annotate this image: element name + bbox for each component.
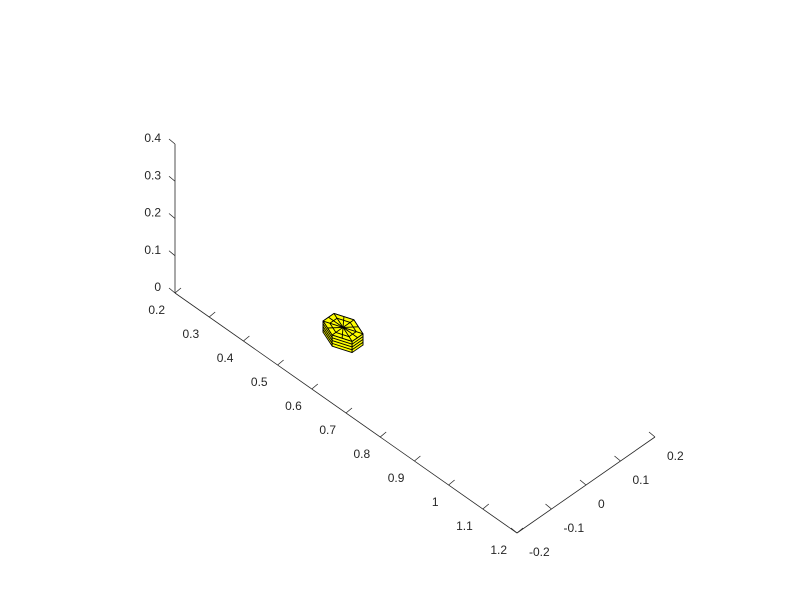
object-spoke-line	[333, 313, 344, 328]
x-tick-mark	[516, 527, 524, 534]
y-tick-mark	[510, 527, 518, 534]
x-tick-label: 0.8	[354, 447, 371, 461]
object-mesh-line	[332, 340, 353, 348]
z-tick-label: 0	[154, 280, 161, 294]
x-tick-label: 1.1	[456, 519, 473, 533]
object-mesh-line	[351, 341, 364, 351]
x-tick-mark	[448, 479, 455, 486]
x-tick-mark	[482, 503, 490, 510]
x-tick-label: 1.2	[490, 543, 507, 557]
z-tick-mark	[168, 138, 176, 145]
y-tick-mark	[614, 455, 621, 462]
z-tick-mark	[168, 250, 176, 257]
x-tick-label: 0.4	[217, 351, 234, 365]
x-tick-mark	[208, 311, 216, 318]
object-mesh-line	[322, 326, 333, 341]
object-spoke-line	[341, 327, 344, 339]
y-tick-mark	[579, 479, 587, 486]
z-tick-label: 0.3	[144, 168, 161, 182]
z-tick-mark	[168, 213, 176, 219]
object-spoke-line	[328, 316, 344, 328]
object-mesh-line	[351, 339, 364, 348]
y-tick-label: 0	[598, 497, 605, 511]
object-mesh-line	[322, 329, 333, 344]
x-tick-mark	[243, 335, 250, 342]
y-tick-label: -0.2	[529, 545, 550, 559]
object-spoke-line	[342, 327, 358, 338]
y-tick-label: 0.2	[667, 449, 684, 463]
z-tick-label: 0.4	[144, 131, 161, 145]
x-tick-label: 0.9	[388, 471, 405, 485]
surface-object	[322, 313, 364, 354]
object-mesh-line	[322, 323, 333, 339]
y-tick-mark	[545, 503, 552, 510]
x-tick-label: 0.2	[148, 303, 165, 317]
z-tick-label: 0.2	[144, 206, 161, 220]
x-tick-label: 0.3	[183, 327, 200, 341]
y-tick-mark	[648, 431, 656, 438]
x-tick-mark	[379, 431, 387, 438]
z-tick-label: 0.1	[144, 243, 161, 257]
y-tick-label: 0.1	[633, 473, 650, 487]
object-spoke-line	[342, 326, 364, 335]
x-tick-mark	[277, 359, 284, 366]
x-tick-mark	[345, 407, 353, 414]
object-mesh-line	[332, 342, 353, 351]
z-tick-mark	[168, 287, 176, 294]
x-tick-mark	[174, 287, 182, 294]
x-tick-label: 0.7	[319, 423, 336, 437]
x-tick-mark	[414, 455, 421, 462]
tick-labels: 0.2 0.3 0.4 0.5 0.6 0.7 0.8 0.9 1 1.1 1.2 -0.2 -0.1 0…	[144, 131, 684, 559]
x-tick-mark	[311, 383, 319, 390]
object-spoke-line	[342, 316, 345, 328]
z-tick-mark	[168, 175, 176, 182]
object-spoke-line	[331, 327, 344, 336]
object-spoke-line	[342, 319, 355, 328]
object-mesh-line	[351, 336, 364, 345]
x-tick-label: 0.5	[251, 375, 268, 389]
axes-layer	[168, 138, 656, 534]
object-spoke-line	[322, 320, 344, 328]
x-tick-label: 0.6	[285, 399, 302, 413]
object-spoke-line	[343, 326, 359, 328]
object-mesh-line	[332, 337, 353, 345]
object-spoke-line	[342, 327, 353, 342]
x-tick-label: 1	[432, 495, 439, 509]
y-tick-label: -0.1	[564, 521, 585, 535]
object-spoke-line	[327, 326, 344, 329]
